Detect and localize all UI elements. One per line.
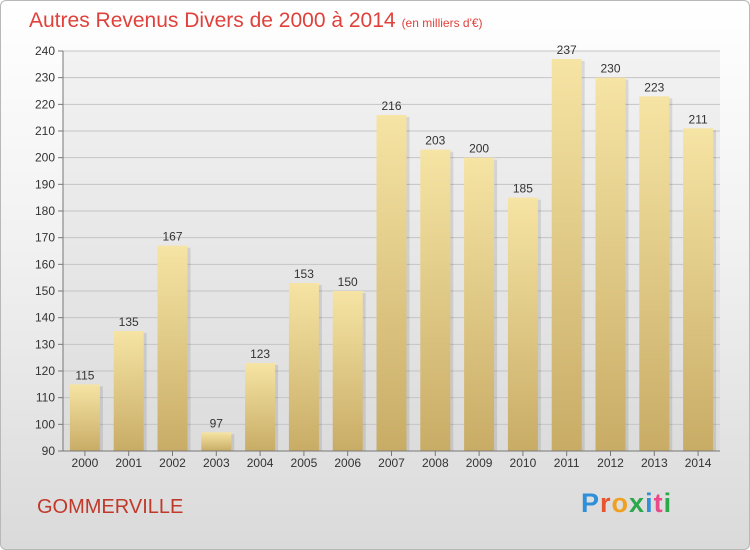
logo-letter: t [653,488,664,518]
data-label: 115 [75,368,94,382]
bar [507,197,538,451]
logo-letter: i [663,488,673,518]
y-tick-label: 120 [35,364,55,378]
axes: 90 100 110 120 130 140 150 160 170 180 190 200 210 22… [35,44,720,470]
bar [639,96,670,451]
data-label: 150 [338,275,358,289]
data-label: 135 [119,315,139,329]
y-tick-label: 220 [35,97,55,111]
y-tick-label: 230 [35,71,55,85]
data-label: 203 [425,134,445,148]
bar [551,59,582,451]
data-label: 153 [294,267,314,281]
x-tick-label: 2000 [72,456,99,470]
y-tick-label: 200 [35,151,55,165]
bars: 115 135 167 97 123 153 150 216 203 200 185 237 230 22… [69,43,717,452]
data-label: 185 [513,182,533,196]
data-label: 167 [162,230,182,244]
x-tick-label: 2013 [641,456,668,470]
x-tick-label: 2011 [554,456,580,470]
x-tick-label: 2012 [597,456,624,470]
data-label: 237 [557,43,577,57]
bar [332,291,363,451]
x-tick-label: 2014 [685,456,712,470]
data-label: 200 [469,142,489,156]
x-tick-label: 2003 [203,456,230,470]
y-tick-label: 240 [35,44,55,58]
data-label: 97 [210,416,224,430]
x-tick-label: 2009 [466,456,493,470]
x-tick-label: 2007 [378,456,405,470]
bar [157,245,188,451]
logo-letter: r [600,488,612,518]
bar [464,157,495,451]
logo-letter: i [645,488,654,518]
x-tick-label: 2002 [159,456,186,470]
bar [683,128,714,451]
data-label: 211 [689,112,708,126]
bar [245,363,276,451]
x-tick-label: 2010 [510,456,537,470]
bar [69,384,100,451]
x-tick-label: 2001 [115,456,142,470]
y-tick-label: 150 [35,284,55,298]
x-tick-label: 2008 [422,456,449,470]
y-tick-label: 180 [35,204,55,218]
y-tick-label: 90 [42,444,56,458]
y-tick-label: 130 [35,337,55,351]
chart-title: Autres Revenus Divers de 2000 à 2014 (en … [29,9,483,33]
x-tick-label: 2004 [247,456,274,470]
bar [376,115,407,451]
logo-letter: o [611,488,630,518]
logo-letter: P [581,488,601,518]
bar [595,77,626,452]
y-tick-label: 140 [35,311,55,325]
y-tick-label: 100 [35,417,55,431]
data-label: 123 [250,347,270,361]
proxiti-logo: Proxiti [581,488,672,519]
data-label: 216 [381,99,401,113]
y-tick-label: 110 [36,391,55,405]
x-tick-label: 2006 [334,456,361,470]
logo-letter: x [629,488,646,518]
chart-subtitle: (en milliers d'€) [401,16,483,30]
y-tick-label: 190 [35,177,55,191]
y-tick-label: 160 [35,257,55,271]
bar [113,331,144,451]
place-name: GOMMERVILLE [37,496,184,518]
y-tick-label: 170 [35,231,55,245]
x-tick-label: 2005 [291,456,318,470]
bar [420,149,451,451]
bar [288,283,319,451]
data-label: 223 [644,80,664,94]
chart-title-text: Autres Revenus Divers de 2000 à 2014 [29,9,396,32]
data-label: 230 [600,62,620,76]
bar [201,432,232,451]
y-tick-label: 210 [35,124,55,138]
